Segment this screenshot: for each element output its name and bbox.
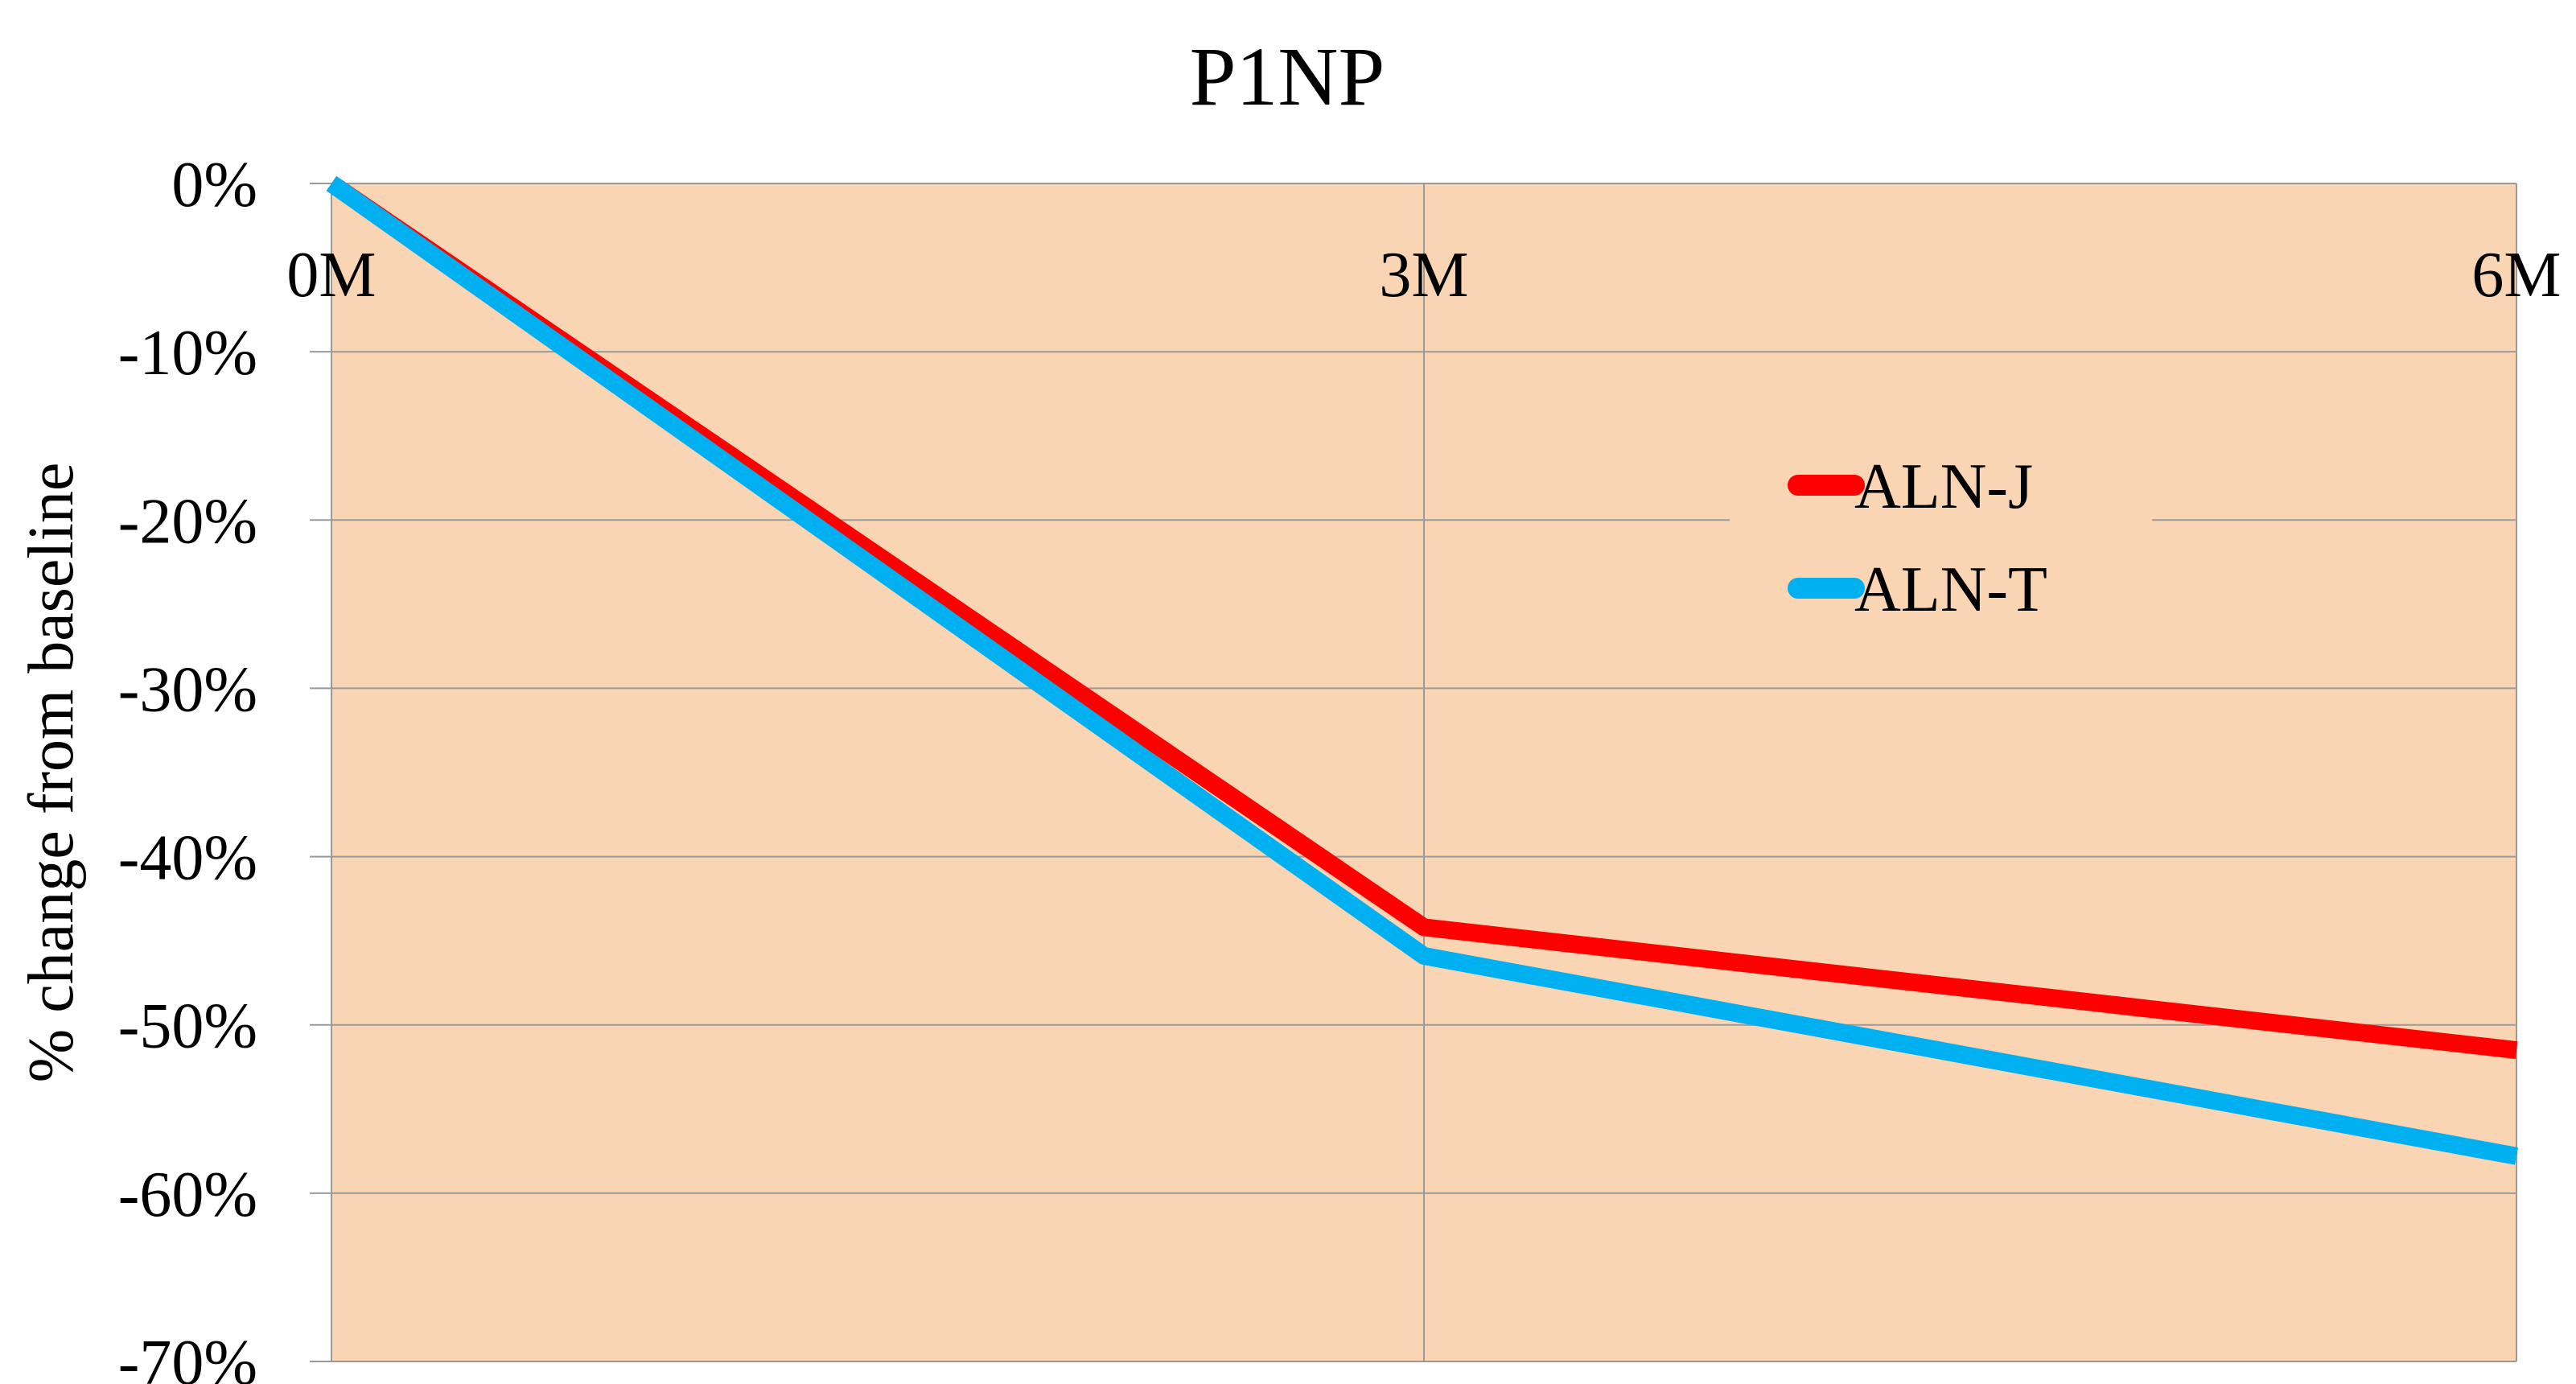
x-tick-label: 0M (286, 240, 376, 311)
y-tick-label: -70% (118, 1328, 257, 1384)
y-tick-labels: 0% -10% -20% -30% -40% -50% -60% -70% (118, 150, 257, 1384)
y-tick-label: -50% (118, 991, 257, 1062)
y-tick-label: 0% (171, 150, 257, 220)
y-tick-label: -20% (118, 486, 257, 557)
y-axis-title: % change from baseline (16, 463, 87, 1083)
legend: ALN-J ALN-T (1730, 430, 2152, 632)
x-tick-labels: 0M 3M 6M (286, 240, 2561, 311)
y-tick-label: -30% (118, 654, 257, 725)
y-tick-label: -40% (118, 823, 257, 894)
x-tick-label: 3M (1379, 240, 1468, 311)
y-tick-label: -60% (118, 1160, 257, 1230)
series-line-aln-t (326, 176, 2518, 1165)
x-tick-label: 6M (2471, 240, 2561, 311)
legend-label-aln-j: ALN-J (1854, 451, 2033, 522)
series-lines (326, 175, 2518, 1165)
gridlines (310, 183, 2517, 1362)
legend-label-aln-t: ALN-T (1854, 554, 2047, 625)
chart-title: P1NP (1190, 31, 1385, 123)
y-tick-label: -10% (118, 318, 257, 389)
